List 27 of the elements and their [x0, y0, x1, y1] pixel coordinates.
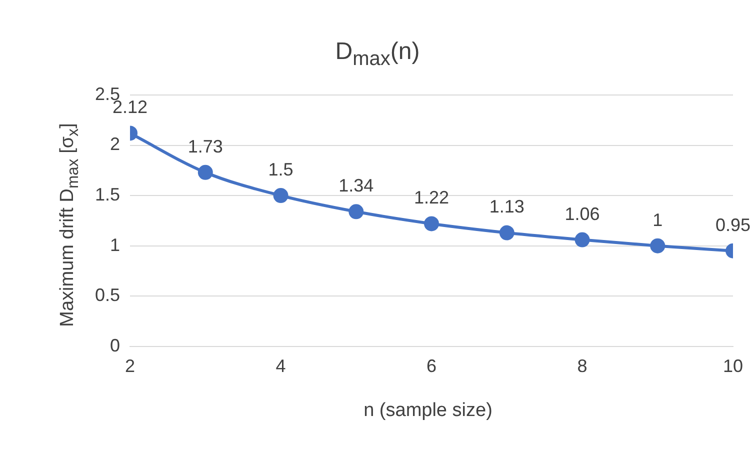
- y-tick-label: 1.5: [94, 184, 120, 205]
- x-tick-label: 8: [577, 356, 588, 376]
- x-tick-label: 6: [426, 356, 437, 376]
- data-label: 1.13: [489, 196, 524, 217]
- y-tick-label: 1: [110, 234, 120, 255]
- point: [348, 204, 364, 220]
- data-label: 1.34: [338, 176, 374, 196]
- data-label: 1.22: [414, 188, 450, 208]
- data-label: 1: [652, 210, 663, 230]
- y-tick-label: 2: [110, 134, 120, 154]
- x-tick-label: 2: [125, 356, 136, 376]
- point: [574, 232, 590, 248]
- point: [424, 216, 440, 232]
- x-tick-label: 4: [276, 356, 286, 376]
- point: [198, 164, 213, 180]
- point: [650, 238, 666, 254]
- x-axis-title: n (sample size): [362, 400, 494, 422]
- data-label: 1.06: [564, 204, 600, 224]
- y-tick-label: 0.5: [94, 285, 120, 306]
- chart-title: D$_{max}$(n): [334, 38, 421, 71]
- data-label: 1.73: [188, 136, 223, 156]
- data-label: 1.5: [268, 160, 294, 180]
- x-tick-label: 10: [722, 356, 744, 376]
- point: [273, 188, 288, 204]
- y-tick-label: 0: [110, 335, 120, 356]
- data-label: 0.95: [715, 214, 751, 235]
- point: [499, 225, 514, 240]
